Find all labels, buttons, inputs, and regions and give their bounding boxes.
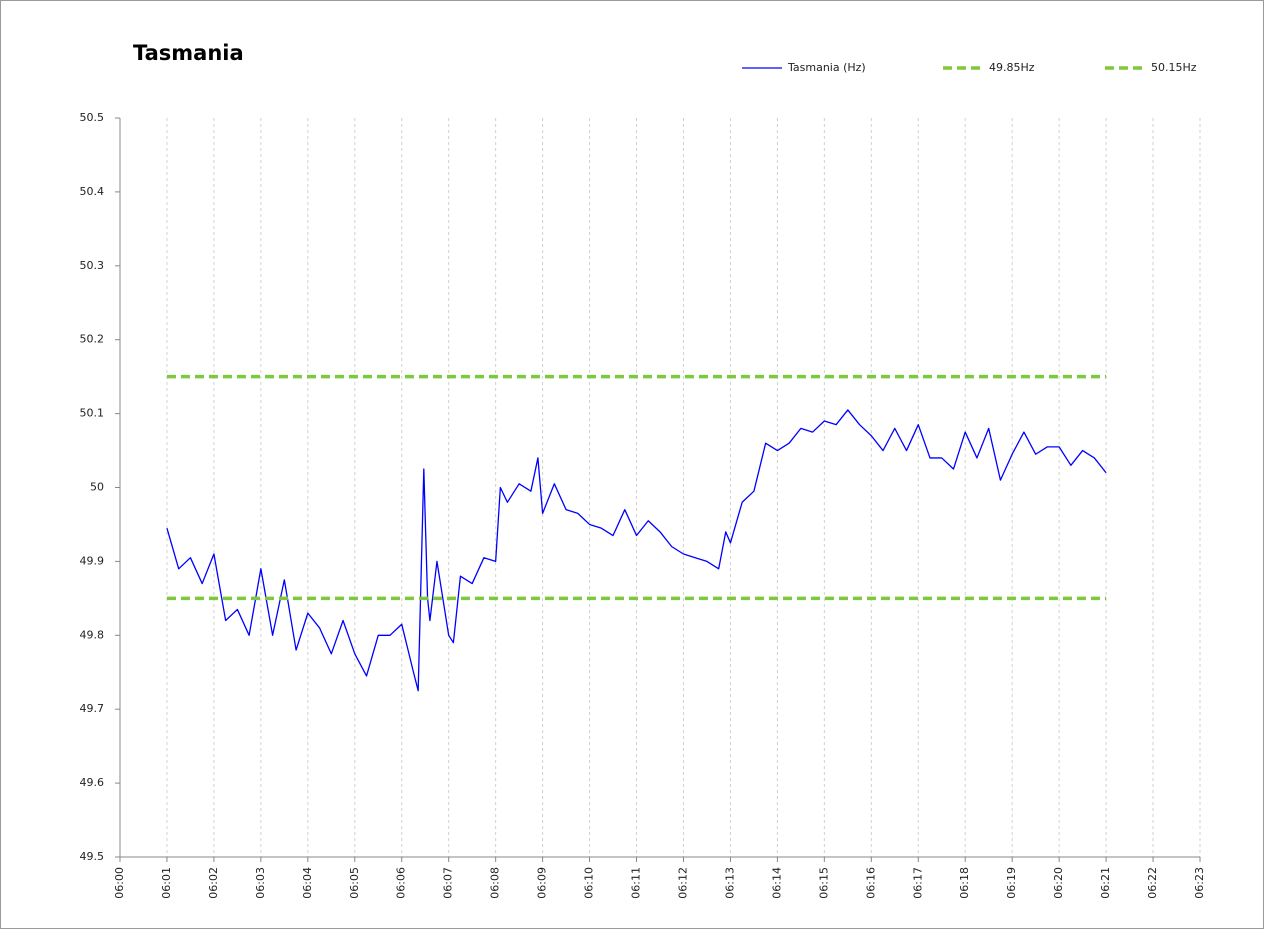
x-tick-label: 06:12 (676, 867, 689, 899)
x-tick-label: 06:05 (348, 867, 361, 899)
chart-title: Tasmania (133, 41, 244, 65)
x-tick-label: 06:14 (770, 867, 783, 899)
y-tick-label: 50 (90, 481, 104, 494)
x-tick-label: 06:15 (817, 867, 830, 899)
y-tick-label: 49.6 (80, 776, 105, 789)
y-tick-label: 49.5 (80, 850, 105, 863)
series-line (166, 409, 1107, 692)
legend-label: Tasmania (Hz) (787, 61, 866, 74)
x-tick-label: 06:07 (442, 867, 455, 899)
y-tick-label: 49.7 (80, 702, 105, 715)
x-tick-label: 06:02 (207, 867, 220, 899)
legend-label: 49.85Hz (989, 61, 1035, 74)
x-tick-label: 06:17 (911, 867, 924, 899)
x-tick-label: 06:06 (395, 867, 408, 899)
y-tick-label: 50.4 (80, 185, 105, 198)
x-tick-label: 06:23 (1193, 867, 1206, 899)
x-tick-label: 06:20 (1052, 867, 1065, 899)
x-tick-label: 06:08 (489, 867, 502, 899)
x-tick-label: 06:09 (536, 867, 549, 899)
y-tick-label: 50.2 (80, 333, 105, 346)
y-tick-label: 50.1 (80, 407, 105, 420)
x-tick-label: 06:18 (958, 867, 971, 899)
legend-item: Tasmania (Hz) (742, 61, 866, 74)
x-tick-label: 06:01 (160, 867, 173, 899)
legend-item: 49.85Hz (943, 61, 1035, 74)
x-tick-label: 06:03 (254, 867, 267, 899)
x-tick-label: 06:19 (1005, 867, 1018, 899)
x-tick-label: 06:16 (864, 867, 877, 899)
y-tick-label: 50.5 (80, 111, 105, 124)
x-tick-label: 06:22 (1146, 867, 1159, 899)
x-tick-label: 06:04 (301, 867, 314, 899)
x-tick-label: 06:00 (113, 867, 126, 899)
x-tick-label: 06:21 (1099, 867, 1112, 899)
y-tick-label: 49.9 (80, 554, 105, 567)
legend-item: 50.15Hz (1105, 61, 1197, 74)
legend-label: 50.15Hz (1151, 61, 1197, 74)
x-tick-label: 06:10 (583, 867, 596, 899)
y-tick-label: 50.3 (80, 259, 105, 272)
x-tick-label: 06:13 (723, 867, 736, 899)
y-tick-label: 49.8 (80, 628, 105, 641)
x-tick-label: 06:11 (630, 867, 643, 899)
